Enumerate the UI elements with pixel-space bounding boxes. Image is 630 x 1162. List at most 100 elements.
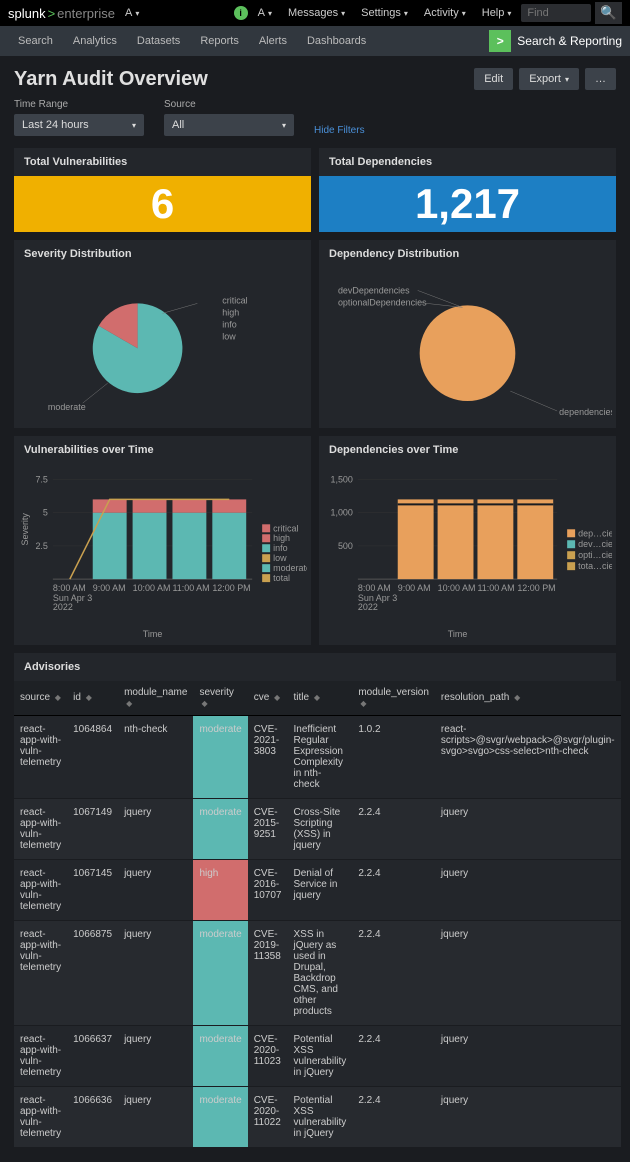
column-header[interactable]: module_version ◆ xyxy=(352,681,435,716)
svg-text:2022: 2022 xyxy=(53,602,73,612)
messages-menu[interactable]: Messages▾ xyxy=(282,7,351,19)
app-navbar: Search Analytics Datasets Reports Alerts… xyxy=(0,26,630,56)
dep-pie-chart: devDependenciesoptionalDependenciesdepen… xyxy=(319,268,616,428)
time-range-select[interactable]: Last 24 hours▾ xyxy=(14,114,144,136)
column-header[interactable]: title ◆ xyxy=(288,681,353,716)
user-label: A xyxy=(258,7,265,19)
svg-text:tota…cies: tota…cies xyxy=(578,562,612,572)
svg-text:info: info xyxy=(273,544,287,554)
settings-menu[interactable]: Settings▾ xyxy=(355,7,414,19)
column-header[interactable]: cve ◆ xyxy=(248,681,288,716)
source-label: Source xyxy=(164,99,294,110)
panel-total-vuln: Total Vulnerabilities 6 xyxy=(14,148,311,232)
app-switcher[interactable]: > Search & Reporting xyxy=(489,30,622,52)
table-row[interactable]: react-app-with-vuln-telemetry1066637jque… xyxy=(14,1025,621,1086)
svg-text:9:00 AM: 9:00 AM xyxy=(93,584,126,594)
panel-title: Dependencies over Time xyxy=(319,436,616,464)
svg-text:total: total xyxy=(273,574,290,584)
panel-container: Total Vulnerabilities 6 Total Dependenci… xyxy=(0,148,630,1162)
svg-text:moderate: moderate xyxy=(273,564,307,574)
svg-text:11:00 AM: 11:00 AM xyxy=(477,584,514,594)
activity-menu[interactable]: Activity▾ xyxy=(418,7,472,19)
time-range-label: Time Range xyxy=(14,99,144,110)
svg-text:2022: 2022 xyxy=(358,602,378,612)
caret-icon: ▾ xyxy=(268,9,272,18)
svg-text:opti…cies: opti…cies xyxy=(578,551,612,561)
dep-time-chart: 5001,0001,5008:00 AM9:00 AM10:00 AM11:00… xyxy=(319,464,616,644)
svg-text:critical: critical xyxy=(273,524,298,534)
svg-text:Time: Time xyxy=(448,629,468,639)
svg-text:dependencies: dependencies xyxy=(559,407,612,417)
hide-filters-link[interactable]: Hide Filters xyxy=(314,125,365,136)
caret-icon: ▾ xyxy=(462,9,466,18)
dashboard-header: Yarn Audit Overview Edit Export▾ … xyxy=(0,56,630,99)
logo[interactable]: splunk > enterprise xyxy=(8,6,115,21)
svg-text:12:00 PM: 12:00 PM xyxy=(517,584,555,594)
admin-menu[interactable]: A▾ xyxy=(119,7,145,19)
column-header[interactable]: resolution_path ◆ xyxy=(435,681,621,716)
panel-title: Total Dependencies xyxy=(319,148,616,176)
svg-text:11:00 AM: 11:00 AM xyxy=(172,584,209,594)
svg-text:8:00 AM: 8:00 AM xyxy=(358,584,391,594)
svg-text:dep…cies: dep…cies xyxy=(578,529,612,539)
table-row[interactable]: react-app-with-vuln-telemetry1064864nth-… xyxy=(14,715,621,798)
source-select[interactable]: All▾ xyxy=(164,114,294,136)
topbar: splunk > enterprise A▾ i A▾ Messages▾ Se… xyxy=(0,0,630,26)
logo-enterprise: enterprise xyxy=(57,6,115,21)
panel-dep-dist: Dependency Distribution devDependencieso… xyxy=(319,240,616,428)
export-button[interactable]: Export▾ xyxy=(519,68,579,90)
svg-text:1,000: 1,000 xyxy=(330,508,352,518)
caret-icon: ▾ xyxy=(135,9,139,18)
svg-text:low: low xyxy=(222,331,236,341)
svg-text:high: high xyxy=(222,307,239,317)
panel-dep-time: Dependencies over Time 500 1,000 1,500 8:00… xyxy=(319,436,616,644)
table-row[interactable]: react-app-with-vuln-telemetry1067149jque… xyxy=(14,798,621,859)
nav-search[interactable]: Search xyxy=(8,35,63,47)
svg-text:12:00 PM: 12:00 PM xyxy=(212,584,250,594)
svg-text:devDependencies: devDependencies xyxy=(338,285,410,295)
column-header[interactable]: module_name ◆ xyxy=(118,681,193,716)
caret-icon: ▾ xyxy=(132,121,136,130)
admin-label: A xyxy=(125,7,132,19)
svg-text:8:00 AM: 8:00 AM xyxy=(53,584,86,594)
total-dep-value: 1,217 xyxy=(319,176,616,232)
panel-title: Total Vulnerabilities xyxy=(14,148,311,176)
advisories-table: source ◆id ◆module_name ◆severity ◆cve ◆… xyxy=(14,681,621,1148)
search-icon[interactable]: 🔍 xyxy=(595,2,622,24)
panel-title: Severity Distribution xyxy=(14,240,311,268)
svg-text:10:00 AM: 10:00 AM xyxy=(133,584,171,594)
svg-text:1,500: 1,500 xyxy=(330,475,352,485)
nav-dashboards[interactable]: Dashboards xyxy=(297,35,376,47)
global-search-input[interactable] xyxy=(521,4,591,22)
nav-datasets[interactable]: Datasets xyxy=(127,35,190,47)
column-header[interactable]: severity ◆ xyxy=(193,681,247,716)
nav-analytics[interactable]: Analytics xyxy=(63,35,127,47)
page-title: Yarn Audit Overview xyxy=(14,68,208,91)
panel-advisories: Advisories source ◆id ◆module_name ◆seve… xyxy=(14,653,616,1148)
nav-alerts[interactable]: Alerts xyxy=(249,35,297,47)
column-header[interactable]: id ◆ xyxy=(67,681,118,716)
edit-button[interactable]: Edit xyxy=(474,68,513,90)
nav-reports[interactable]: Reports xyxy=(190,35,249,47)
table-row[interactable]: react-app-with-vuln-telemetry1067145jque… xyxy=(14,859,621,920)
svg-text:5: 5 xyxy=(43,508,48,518)
more-button[interactable]: … xyxy=(585,68,616,90)
panel-severity-dist: Severity Distribution moderatecriticalhi… xyxy=(14,240,311,428)
svg-text:dev…cies: dev…cies xyxy=(578,540,612,550)
help-menu[interactable]: Help▾ xyxy=(476,7,518,19)
panel-vuln-time: Vulnerabilities over Time 2.557.58:00 AM… xyxy=(14,436,311,644)
panel-title: Advisories xyxy=(14,653,616,681)
table-row[interactable]: react-app-with-vuln-telemetry1066875jque… xyxy=(14,920,621,1025)
svg-text:7.5: 7.5 xyxy=(35,475,47,485)
user-menu[interactable]: A▾ xyxy=(252,7,278,19)
svg-text:critical: critical xyxy=(222,295,247,305)
svg-text:Severity: Severity xyxy=(20,513,30,546)
svg-text:10:00 AM: 10:00 AM xyxy=(438,584,476,594)
table-row[interactable]: react-app-with-vuln-telemetry1066636jque… xyxy=(14,1086,621,1147)
info-icon[interactable]: i xyxy=(234,6,248,20)
app-icon: > xyxy=(489,30,511,52)
svg-text:500: 500 xyxy=(338,541,353,551)
svg-text:2.5: 2.5 xyxy=(35,541,47,551)
panel-title: Dependency Distribution xyxy=(319,240,616,268)
column-header[interactable]: source ◆ xyxy=(14,681,67,716)
